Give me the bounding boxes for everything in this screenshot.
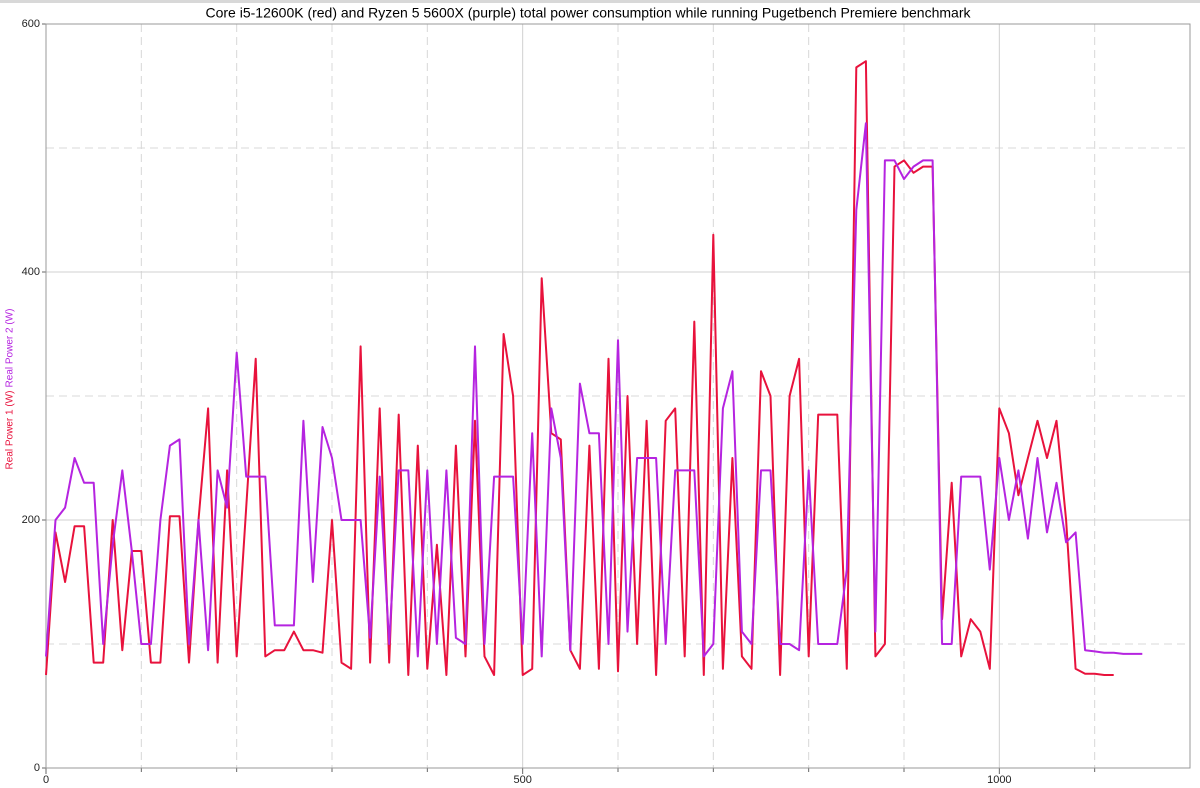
- plot-frame: [45, 23, 1191, 769]
- y-tick-label: 0: [34, 762, 40, 774]
- y-axis-label: Real Power 2 (W): [5, 309, 16, 388]
- x-tick-label: 0: [43, 774, 49, 786]
- y-axis-label: Real Power 1 (W): [5, 391, 16, 470]
- top-bar: [0, 0, 1200, 3]
- y-tick-label: 400: [22, 266, 40, 278]
- x-tick-label: 500: [513, 774, 531, 786]
- chart-title: Core i5-12600K (red) and Ryzen 5 5600X (…: [206, 5, 972, 21]
- x-tick-label: 1000: [987, 774, 1011, 786]
- y-tick-label: 200: [22, 514, 40, 526]
- y-tick-label: 600: [22, 18, 40, 30]
- series-line: [45, 60, 1114, 676]
- series-line: [45, 122, 1143, 658]
